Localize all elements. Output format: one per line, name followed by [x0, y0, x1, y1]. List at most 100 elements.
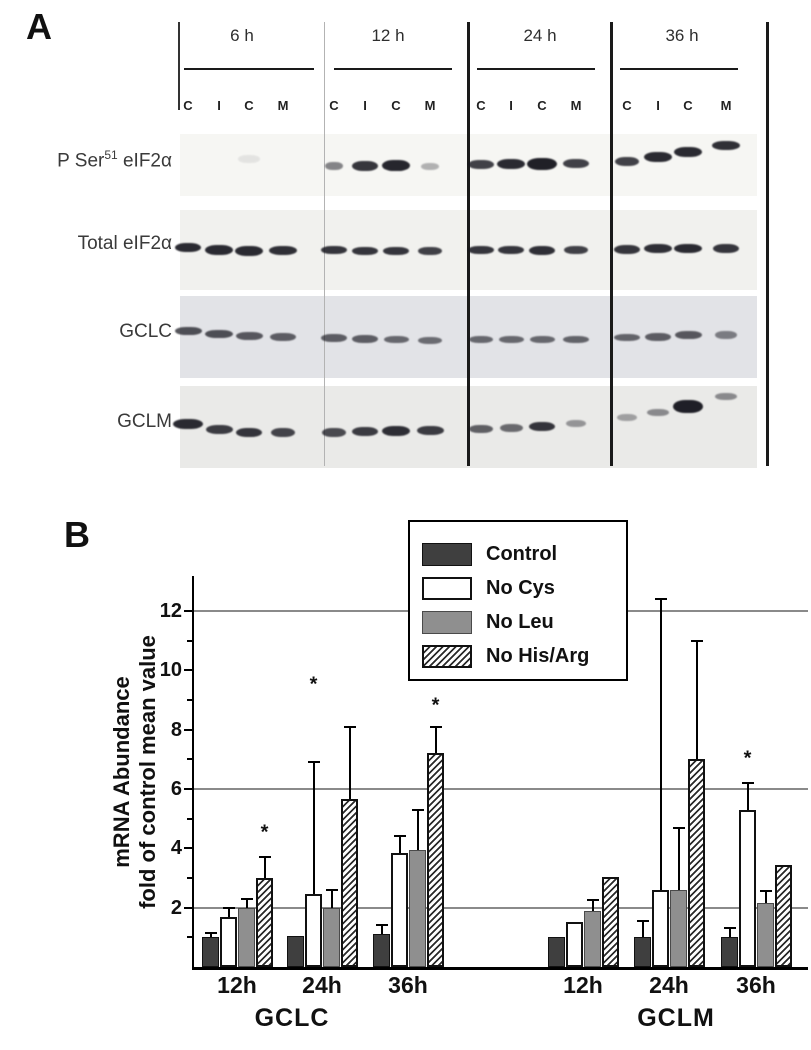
legend-label: No His/Arg	[486, 645, 590, 667]
error-bar-cap	[654, 598, 667, 601]
error-bar-line	[380, 925, 383, 935]
error-bar-cap	[411, 808, 424, 811]
error-bar-line	[695, 640, 698, 760]
blot-band	[499, 424, 523, 432]
blot-row-label: P Ser51 eIF2α	[22, 148, 172, 172]
blot-band	[175, 243, 201, 252]
blot-band	[563, 336, 589, 343]
error-bar-cap	[672, 826, 685, 829]
bar-gclm-12h-2	[584, 910, 601, 967]
y-axis-title-line2: fold of control mean value	[135, 635, 160, 909]
error-bar-line	[263, 857, 266, 878]
blot-band	[418, 247, 442, 255]
blot-band	[468, 246, 494, 254]
lane-label: I	[509, 98, 513, 113]
lane-label: C	[476, 98, 486, 113]
blot-band	[325, 162, 343, 170]
error-bar-line	[677, 827, 680, 890]
blot-band	[416, 426, 444, 435]
blot-band	[418, 337, 442, 344]
significance-star: *	[431, 694, 440, 717]
error-bar-cap	[586, 899, 599, 902]
time-point-underline	[184, 68, 314, 70]
x-tick-label-gclm-24h: 24h	[649, 972, 689, 998]
blot-band	[673, 400, 703, 413]
panel-a-label: A	[26, 6, 52, 47]
bar-gclm-12h-0	[548, 937, 565, 967]
y-major-tick	[184, 906, 192, 909]
bar-gclm-24h-1	[652, 889, 669, 967]
error-bar-line	[591, 900, 594, 911]
blot-band	[617, 414, 637, 421]
blot-band	[674, 244, 702, 253]
error-bar-cap	[307, 761, 320, 764]
y-major-tick	[184, 728, 192, 731]
y-minor-tick	[187, 639, 192, 642]
error-bar-cap	[636, 920, 649, 923]
blot-band	[614, 245, 640, 254]
error-bar-cap	[741, 782, 754, 785]
bar-gclc-12h-1	[220, 916, 237, 967]
error-bar-line	[659, 599, 662, 890]
blot-band	[614, 334, 640, 341]
y-major-tick	[184, 609, 192, 612]
blot-band	[615, 157, 639, 166]
y-tick-label: 6	[170, 777, 182, 800]
blot-band	[715, 331, 737, 339]
blot-band	[205, 245, 233, 255]
blot-band	[421, 163, 439, 170]
blot-band	[469, 425, 493, 433]
blot-row-label: Total eIF2α	[22, 233, 172, 255]
panel-a-blots: 6 h 12 h 24 h 36 h C I C M C I C M C I C M C I C M P Ser51 e…	[0, 0, 811, 480]
y-axis-title-line1: mRNA Abundance	[109, 676, 134, 868]
error-bar-line	[245, 898, 248, 908]
y-tick-label: 2	[170, 896, 182, 919]
y-major-tick	[184, 847, 192, 850]
legend-swatch-gray	[422, 611, 472, 634]
bar-gclm-24h-3	[688, 759, 705, 967]
error-bar-cap	[258, 856, 271, 859]
blot-row-label-text: GCLM	[117, 411, 172, 432]
y-axis-title: mRNA Abundance fold of control mean valu…	[109, 552, 161, 992]
bar-gclm-12h-1	[566, 922, 583, 967]
time-point-underline	[334, 68, 452, 70]
lane-label: C	[244, 98, 254, 113]
time-point-underline	[477, 68, 595, 70]
y-axis-line	[192, 576, 194, 969]
blot-band	[529, 422, 555, 431]
lane-label: I	[363, 98, 367, 113]
error-bar-cap	[429, 725, 442, 728]
legend-label: No Leu	[486, 611, 554, 633]
error-bar-cap	[723, 927, 736, 930]
bar-gclc-24h-1	[305, 894, 322, 967]
error-bar-line	[398, 836, 401, 853]
blot-band	[205, 425, 233, 434]
blot-band	[527, 158, 557, 170]
bar-gclc-24h-0	[287, 935, 304, 967]
blot-separator-line	[324, 22, 325, 466]
blot-band	[566, 420, 586, 427]
gridline-6	[193, 787, 808, 790]
blot-band	[352, 427, 378, 436]
blot-row-label-text: GCLC	[119, 321, 172, 342]
bar-gclc-24h-2	[323, 907, 340, 967]
blot-row-label-text: P Ser	[57, 150, 105, 172]
error-bar-line	[416, 809, 419, 850]
y-tick-label: 12	[159, 599, 182, 622]
x-tick-label-gclc-12h: 12h	[217, 972, 257, 998]
blot-band	[383, 336, 409, 343]
blot-band	[468, 160, 494, 169]
blot-row-label: GCLC	[22, 321, 172, 343]
blot-separator-line	[610, 22, 613, 466]
bar-gclc-36h-0	[373, 934, 390, 967]
time-point-underline	[620, 68, 738, 70]
bar-gclm-24h-0	[634, 937, 651, 967]
lane-label: M	[424, 98, 436, 113]
blot-band	[647, 409, 669, 416]
lane-label: C	[622, 98, 632, 113]
error-bar-line	[348, 726, 351, 800]
blot-band	[270, 333, 296, 341]
x-tick-label-gclm-12h: 12h	[563, 972, 603, 998]
blot-row-label-text: Total eIF2α	[77, 233, 172, 254]
blot-band	[713, 244, 739, 253]
